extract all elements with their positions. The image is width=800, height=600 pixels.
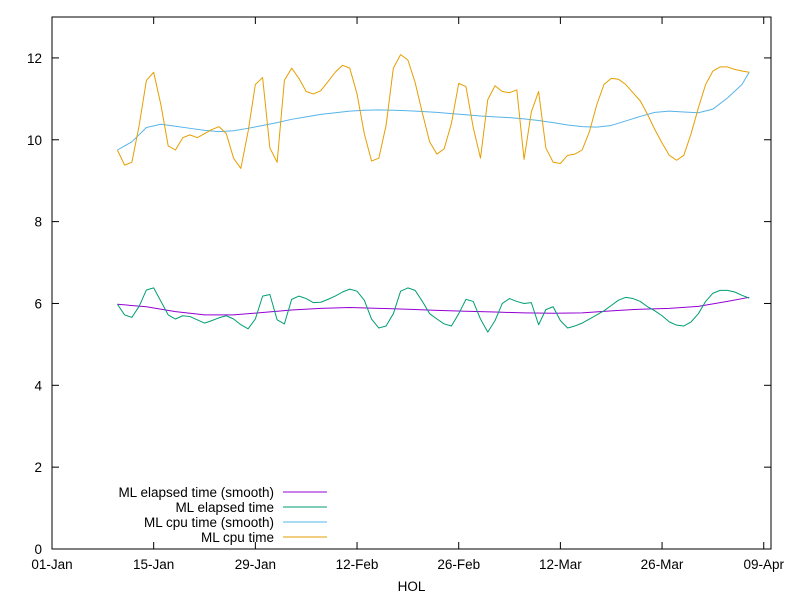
legend-label-2: ML cpu time (smooth) bbox=[144, 515, 274, 530]
y-tick-label: 0 bbox=[34, 542, 42, 557]
y-tick-label: 4 bbox=[34, 378, 42, 393]
x-tick-label: 29-Jan bbox=[235, 557, 276, 572]
y-tick-label: 6 bbox=[34, 296, 42, 311]
series-line-0 bbox=[117, 296, 750, 316]
y-tick-label: 2 bbox=[34, 460, 42, 475]
axes: 0 2 4 6 8 10 12 01-Jan 15-Jan 29-Jan 12-Feb 26-Feb 1… bbox=[27, 17, 784, 572]
y-tick-label: 8 bbox=[34, 215, 42, 230]
x-tick-label: 01-Jan bbox=[31, 557, 72, 572]
y-tick-label: 10 bbox=[27, 133, 42, 148]
series-line-1 bbox=[116, 287, 750, 333]
series-line-3 bbox=[116, 54, 750, 169]
series-layer bbox=[116, 54, 750, 333]
legend-label-0: ML elapsed time (smooth) bbox=[118, 485, 274, 500]
plot-border bbox=[51, 16, 772, 550]
legend-label-3: ML cpu time bbox=[201, 530, 274, 545]
x-tick-label: 26-Feb bbox=[437, 557, 480, 572]
legend: ML elapsed time (smooth)ML elapsed timeM… bbox=[118, 485, 327, 545]
legend-label-1: ML elapsed time bbox=[175, 500, 274, 515]
x-tick-label: 12-Mar bbox=[539, 557, 582, 572]
x-tick-label: 26-Mar bbox=[641, 557, 684, 572]
series-line-2 bbox=[117, 71, 750, 151]
x-tick-label: 15-Jan bbox=[133, 557, 174, 572]
x-tick-label: 09-Apr bbox=[743, 557, 784, 572]
x-tick-label: 12-Feb bbox=[336, 557, 379, 572]
x-axis-label: HOL bbox=[398, 579, 426, 594]
plot-frame bbox=[51, 16, 772, 550]
y-tick-label: 12 bbox=[27, 51, 42, 66]
